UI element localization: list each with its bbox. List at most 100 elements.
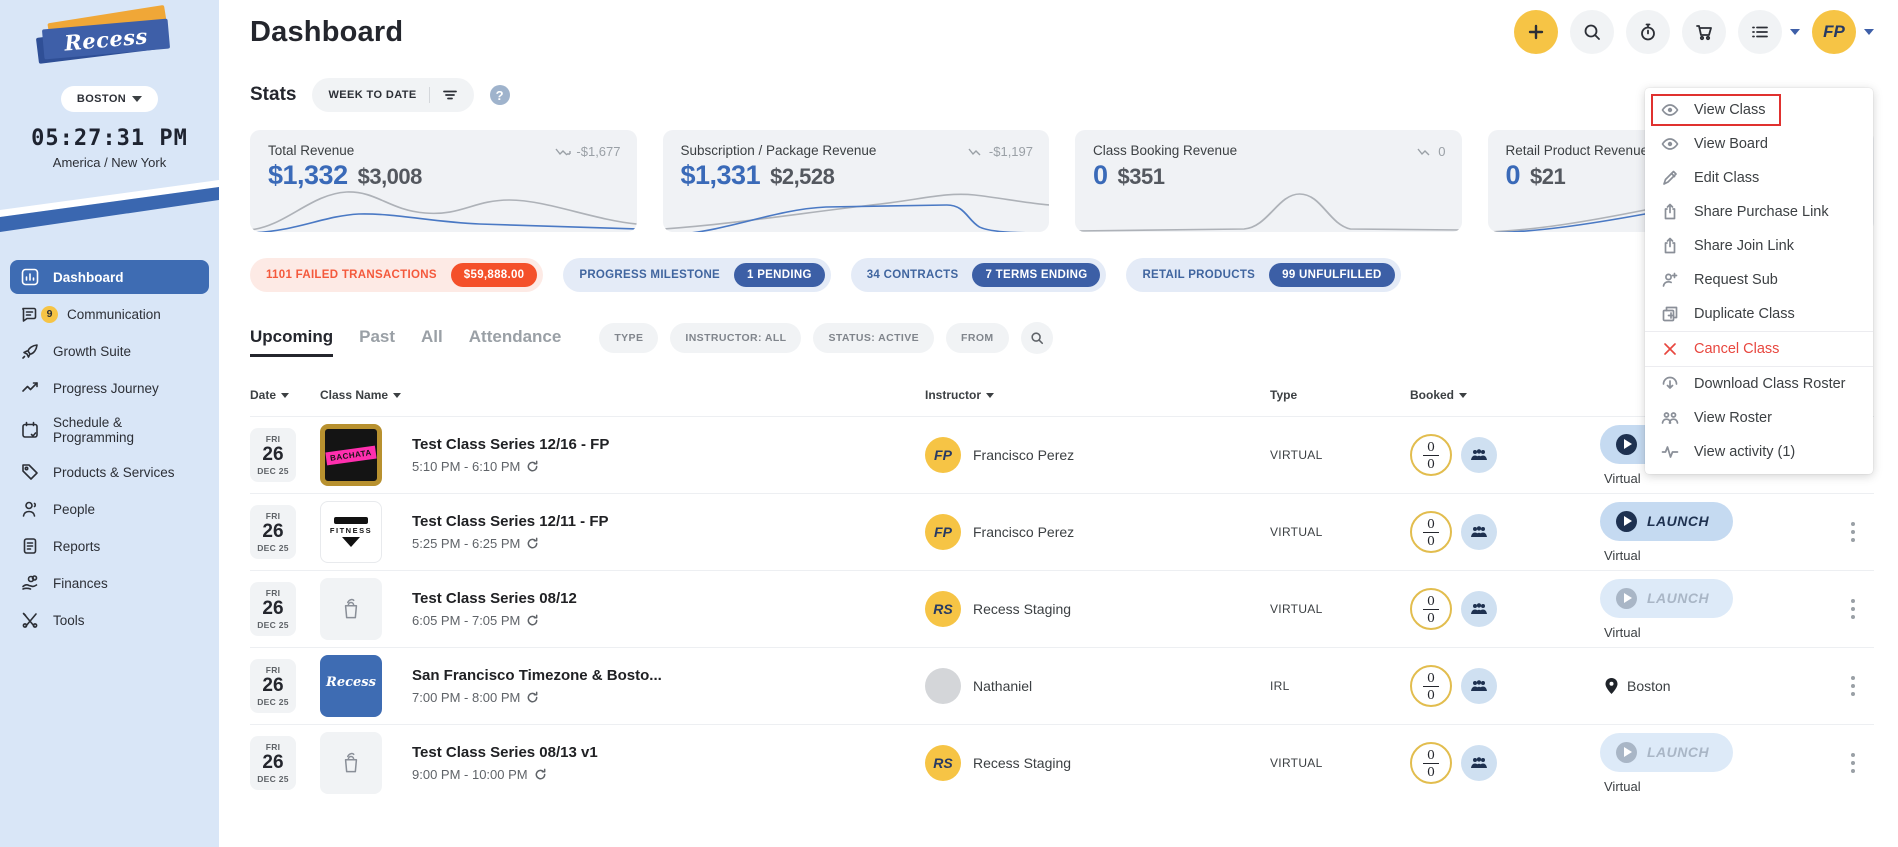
row-menu-button[interactable] xyxy=(1838,510,1868,554)
bag-icon xyxy=(344,752,358,773)
table-search-button[interactable] xyxy=(1020,322,1053,354)
timer-button[interactable] xyxy=(1626,10,1670,54)
column-header-date[interactable]: Date xyxy=(250,388,320,402)
retail-products-badge[interactable]: RETAIL PRODUCTS 99 UNFULFILLED xyxy=(1126,258,1401,292)
menu-item-share-purchase-link[interactable]: Share Purchase Link xyxy=(1645,195,1873,229)
card-delta: 0 xyxy=(1417,144,1446,159)
menu-item-label: View Roster xyxy=(1694,410,1772,426)
menu-item-label: Duplicate Class xyxy=(1694,306,1795,322)
sidebar-nav: Dashboard 9 Communication Growth Suite P… xyxy=(0,260,219,637)
class-name-link[interactable]: Test Class Series 12/11 - FP xyxy=(412,513,609,530)
sort-caret-icon xyxy=(281,392,290,398)
checklist-button[interactable] xyxy=(1738,10,1782,54)
person-icon xyxy=(22,501,37,517)
date-badge: FRI 26 DEC 25 xyxy=(250,582,296,636)
row-menu-button[interactable] xyxy=(1838,664,1868,708)
class-type: VIRTUAL xyxy=(1270,525,1323,539)
date-range-selector[interactable]: WEEK TO DATE xyxy=(312,78,474,112)
class-name-link[interactable]: Test Class Series 08/12 xyxy=(412,590,577,607)
sidebar-item-dashboard[interactable]: Dashboard xyxy=(10,260,209,294)
location-pin-icon xyxy=(1605,678,1618,694)
launch-button-disabled[interactable]: LAUNCH xyxy=(1600,578,1734,618)
menu-item-cancel-class[interactable]: Cancel Class xyxy=(1645,331,1873,366)
filter-from[interactable]: FROM xyxy=(946,323,1009,353)
row-menu-button[interactable] xyxy=(1838,741,1868,785)
class-thumbnail[interactable]: FITNESS xyxy=(320,501,382,563)
table-row: FRI 26 DEC 25 FITNESS Test Class Series 12… xyxy=(250,493,1874,570)
roster-button[interactable] xyxy=(1461,591,1497,627)
search-button[interactable] xyxy=(1570,10,1614,54)
menu-item-edit-class[interactable]: Edit Class xyxy=(1645,161,1873,195)
sidebar-item-products-services[interactable]: Products & Services xyxy=(10,455,209,489)
failed-transactions-badge[interactable]: 1101 FAILED TRANSACTIONS $59,888.00 xyxy=(250,258,544,292)
finance-icon xyxy=(22,575,38,590)
menu-item-view-roster[interactable]: View Roster xyxy=(1645,401,1873,435)
menu-item-request-sub[interactable]: Request Sub xyxy=(1645,263,1873,297)
menu-item-duplicate-class[interactable]: Duplicate Class xyxy=(1645,297,1873,331)
tab-past[interactable]: Past xyxy=(359,327,396,346)
class-thumbnail[interactable] xyxy=(320,732,382,794)
filter-type[interactable]: TYPE xyxy=(599,323,659,353)
help-icon[interactable]: ? xyxy=(489,85,510,105)
add-button[interactable] xyxy=(1514,10,1558,54)
launch-button[interactable]: LAUNCH xyxy=(1600,501,1734,541)
column-header-instructor[interactable]: Instructor xyxy=(925,388,1270,402)
tab-upcoming[interactable]: Upcoming xyxy=(250,327,334,357)
sidebar-item-communication[interactable]: 9 Communication xyxy=(10,297,209,331)
sort-caret-icon xyxy=(1459,392,1468,398)
sidebar-item-reports[interactable]: Reports xyxy=(10,529,209,563)
sidebar-item-schedule-programming[interactable]: Schedule & Programming xyxy=(10,408,209,452)
table-row: FRI 26 DEC 25 Recess San Francisco Timezon… xyxy=(250,647,1874,724)
sidebar-item-progress-journey[interactable]: Progress Journey xyxy=(10,371,209,405)
date-badge: FRI 26 DEC 25 xyxy=(250,428,296,482)
menu-item-view-board[interactable]: View Board xyxy=(1645,127,1873,161)
instructor-cell: RS Recess Staging xyxy=(925,745,1270,781)
sidebar-item-people[interactable]: People xyxy=(10,492,209,526)
sidebar-item-growth-suite[interactable]: Growth Suite xyxy=(10,334,209,368)
menu-item-download-class-roster[interactable]: Download Class Roster xyxy=(1645,366,1873,401)
roster-button[interactable] xyxy=(1461,514,1497,550)
sidebar-item-tools[interactable]: Tools xyxy=(10,603,209,637)
card-secondary-value: $351 xyxy=(1117,164,1165,189)
class-name-link[interactable]: San Francisco Timezone & Bosto... xyxy=(412,667,662,684)
class-location: Boston xyxy=(1627,678,1671,694)
filter-status[interactable]: STATUS: ACTIVE xyxy=(813,323,935,353)
column-header-booked[interactable]: Booked xyxy=(1410,388,1600,402)
date-range-label: WEEK TO DATE xyxy=(328,89,417,101)
avatar-caret-icon[interactable] xyxy=(1864,29,1874,35)
sort-caret-icon xyxy=(393,392,402,398)
roster-button[interactable] xyxy=(1461,745,1497,781)
roster-button[interactable] xyxy=(1461,668,1497,704)
menu-item-share-join-link[interactable]: Share Join Link xyxy=(1645,229,1873,263)
menu-item-view-class[interactable]: View Class xyxy=(1645,93,1873,127)
class-name-link[interactable]: Test Class Series 08/13 v1 xyxy=(412,744,598,761)
contracts-badge[interactable]: 34 CONTRACTS 7 TERMS ENDING xyxy=(850,258,1107,292)
tab-attendance[interactable]: Attendance xyxy=(468,327,562,346)
class-thumbnail[interactable]: Recess xyxy=(320,655,382,717)
class-thumbnail[interactable]: BACHATA xyxy=(320,424,382,486)
menu-item-view-activity[interactable]: View activity (1) xyxy=(1645,435,1873,469)
filter-instructor[interactable]: INSTRUCTOR: ALL xyxy=(670,323,802,353)
progress-milestone-badge[interactable]: PROGRESS MILESTONE 1 PENDING xyxy=(563,258,831,292)
launch-button-disabled[interactable]: LAUNCH xyxy=(1600,732,1734,772)
class-thumbnail[interactable] xyxy=(320,578,382,640)
column-header-class-name[interactable]: Class Name xyxy=(320,388,925,402)
class-name-link[interactable]: Test Class Series 12/16 - FP xyxy=(412,436,610,453)
cart-button[interactable] xyxy=(1682,10,1726,54)
checklist-caret-icon[interactable] xyxy=(1790,29,1800,35)
pencil-icon xyxy=(1661,169,1679,187)
location-selector[interactable]: BOSTON xyxy=(60,86,159,112)
user-avatar[interactable]: FP xyxy=(1812,10,1856,54)
roster-button[interactable] xyxy=(1461,437,1497,473)
tab-all[interactable]: All xyxy=(421,327,443,346)
row-menu-button[interactable] xyxy=(1838,587,1868,631)
card-label: Retail Product Revenue xyxy=(1505,143,1649,158)
instructor-cell: FP Francisco Perez xyxy=(925,514,1270,550)
sidebar-item-finances[interactable]: Finances xyxy=(10,566,209,600)
